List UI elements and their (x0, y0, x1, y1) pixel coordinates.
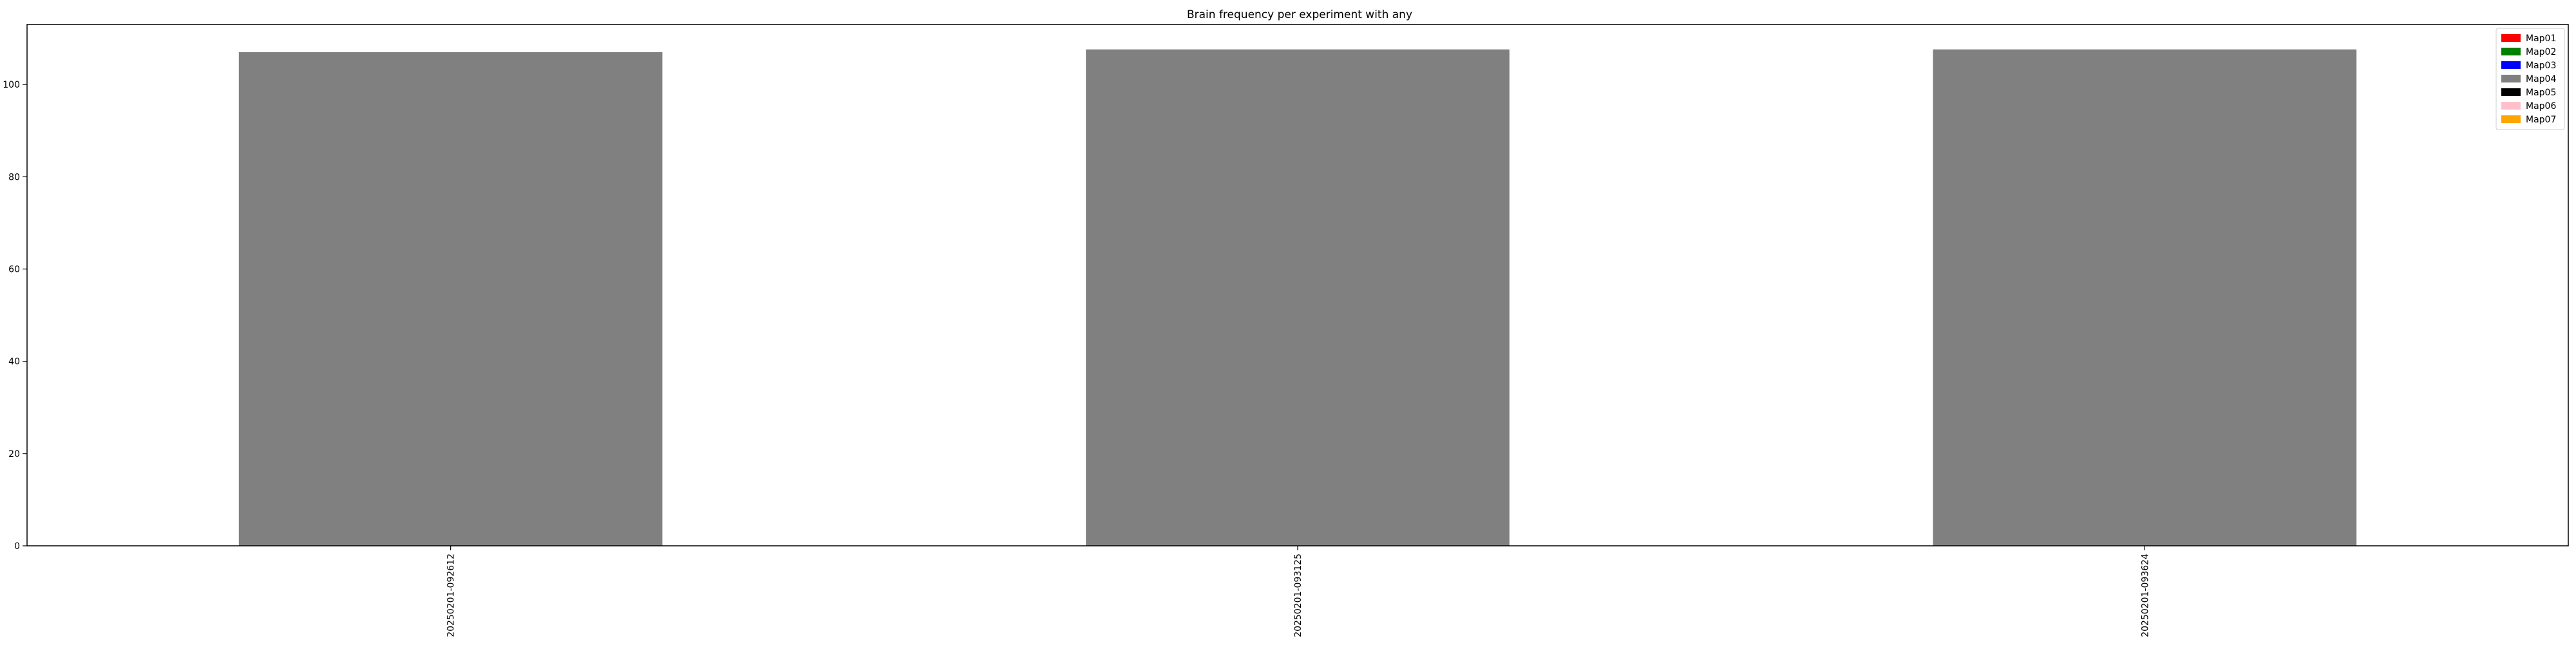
bar-map04-2 (1086, 49, 1510, 546)
x-tick-label: 20250201-093624 (2140, 554, 2150, 637)
bar-map04-3 (1933, 49, 2357, 546)
x-tick-label: 20250201-092612 (446, 554, 457, 637)
plot-frame (26, 24, 2569, 546)
y-tick-label: 0 (14, 541, 20, 552)
legend-label-map07: Map07 (2526, 115, 2556, 125)
bar-map04-1 (238, 52, 663, 546)
y-tick-label: 40 (8, 357, 20, 367)
legend-swatch-map07 (2501, 115, 2521, 123)
legend-label-map04: Map04 (2526, 74, 2556, 84)
chart-title: Brain frequency per experiment with any (1187, 8, 1412, 21)
legend-swatch-map04 (2501, 75, 2521, 82)
legend-swatch-map02 (2501, 48, 2521, 55)
legend-label-map02: Map02 (2526, 47, 2556, 57)
legend: Map01 Map02 Map03 Map04 Map05 Map06 Map07 (2496, 28, 2565, 130)
y-tick-label: 80 (8, 172, 20, 182)
legend-swatch-map06 (2501, 102, 2521, 110)
y-axis: 0 20 40 60 80 100 (3, 80, 27, 552)
legend-label-map06: Map06 (2526, 101, 2556, 111)
legend-swatch-map05 (2501, 88, 2521, 96)
y-tick-label: 100 (3, 80, 20, 90)
legend-swatch-map03 (2501, 61, 2521, 69)
bars-layer (238, 49, 2357, 546)
x-tick-label: 20250201-093125 (1293, 554, 1303, 637)
legend-label-map01: Map01 (2526, 34, 2556, 44)
legend-label-map03: Map03 (2526, 61, 2556, 71)
x-axis: 20250201-092612 20250201-093125 20250201-0… (446, 546, 2150, 637)
y-tick-label: 60 (8, 264, 20, 275)
legend-label-map05: Map05 (2526, 88, 2556, 98)
legend-swatch-map01 (2501, 34, 2521, 42)
y-tick-label: 20 (8, 449, 20, 459)
